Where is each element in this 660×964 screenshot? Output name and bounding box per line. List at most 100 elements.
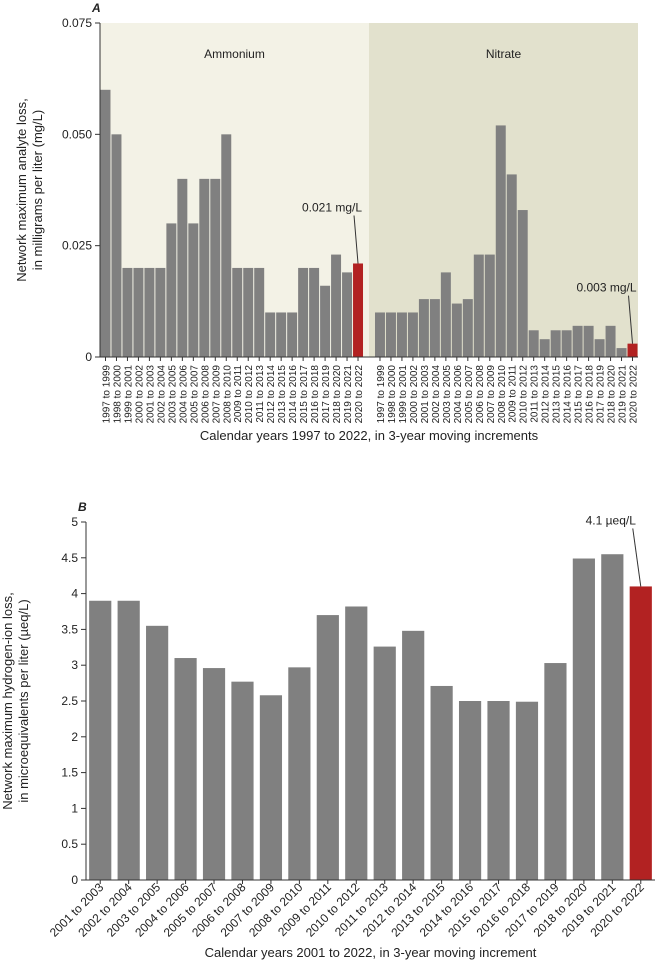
- bar: [572, 325, 583, 357]
- y-tick-label: 1: [71, 801, 78, 815]
- bar: [601, 554, 624, 880]
- bar: [402, 630, 425, 880]
- x-tick-label: 2009 to 2011: [233, 365, 244, 423]
- annotation: 4.1 µeq/L: [586, 513, 637, 527]
- x-tick-label: 2010 to 2012: [244, 365, 255, 424]
- bar: [316, 615, 339, 880]
- x-tick-label: 2018 to 2020: [607, 365, 618, 424]
- x-tick-label: 2019 to 2021: [618, 365, 629, 424]
- bar: [561, 330, 572, 357]
- bar: [144, 267, 155, 357]
- bar: [544, 663, 567, 880]
- bar: [487, 701, 510, 880]
- bar: [243, 267, 254, 357]
- bar: [462, 299, 473, 357]
- bar: [374, 312, 385, 357]
- y-tick-label: 0: [71, 873, 78, 887]
- bar: [373, 646, 396, 880]
- x-tick-label: 2015 to 2017: [574, 365, 585, 424]
- y-tick-label: 3: [71, 658, 78, 672]
- x-tick-label: 2008 to 2010: [497, 365, 508, 424]
- x-tick-label: 2005 to 2007: [464, 365, 475, 424]
- bar: [202, 668, 226, 880]
- bar: [396, 312, 407, 357]
- bar: [232, 267, 243, 357]
- annotation-leader: [632, 528, 642, 587]
- x-tick-label: 2001 to 2003: [145, 365, 156, 424]
- x-tick-label: 1999 to 2001: [398, 365, 409, 424]
- y-tick-label: 0.050: [62, 127, 92, 141]
- bar: [528, 330, 539, 357]
- bar: [221, 134, 232, 357]
- bar: [117, 600, 140, 880]
- y-tick-label: 3.5: [61, 622, 78, 636]
- bar: [539, 339, 550, 357]
- bar: [174, 658, 197, 880]
- y-axis-title: in milligrams per liter (mg/L): [30, 110, 45, 270]
- bar: [629, 586, 652, 880]
- x-tick-label: 2013 to 2015: [552, 365, 563, 424]
- bar: [506, 174, 517, 357]
- annotation-leader: [628, 295, 634, 344]
- bar: [100, 89, 111, 358]
- x-tick-label: 1998 to 2000: [387, 365, 398, 424]
- y-tick-label: 0: [85, 350, 92, 364]
- bar: [342, 272, 353, 357]
- bar: [122, 267, 133, 357]
- bar: [254, 267, 265, 357]
- x-tick-label: 2000 to 2002: [134, 365, 145, 424]
- bar: [133, 267, 144, 357]
- x-tick-label: 2013 to 2015: [277, 365, 288, 424]
- x-tick-label: 2004 to 2006: [453, 365, 464, 424]
- x-tick-label: 2002 to 2004: [431, 365, 442, 424]
- y-axis-title: Network maximum hydrogen-ion loss,: [0, 592, 15, 809]
- x-tick-label: 2010 to 2012: [519, 365, 530, 424]
- y-axis-title: Network maximum analyte loss,: [14, 98, 29, 282]
- x-tick-label: 2002 to 2004: [156, 365, 167, 424]
- bar: [276, 312, 287, 357]
- y-axis-title: in microequivalents per liter (µeq/L): [16, 599, 31, 802]
- y-tick-label: 0.5: [61, 837, 78, 851]
- bar: [517, 210, 528, 357]
- bar: [320, 285, 331, 357]
- y-tick-label: 2: [71, 730, 78, 744]
- bar: [111, 134, 122, 357]
- bar: [430, 685, 453, 880]
- bar: [616, 348, 627, 357]
- bar: [166, 223, 177, 357]
- x-axis-title: Calendar years 2001 to 2022, in 3-year m…: [205, 945, 537, 960]
- bar: [495, 125, 506, 357]
- x-tick-label: 2019 to 2021: [343, 365, 354, 424]
- x-tick-label: 2017 to 2019: [596, 365, 607, 424]
- x-tick-label: 2006 to 2008: [200, 365, 211, 424]
- bar: [265, 312, 276, 357]
- x-tick-label: 2020 to 2022: [629, 365, 640, 424]
- bar: [550, 330, 561, 357]
- x-tick-label: 2016 to 2018: [585, 365, 596, 424]
- bar: [418, 299, 429, 357]
- x-tick-label: 2007 to 2009: [486, 365, 497, 424]
- x-tick-label: 2020 to 2022: [354, 365, 365, 424]
- x-tick-label: 2008 to 2010: [222, 365, 233, 424]
- x-tick-label: 2012 to 2014: [266, 365, 277, 424]
- x-tick-label: 2004 to 2006: [178, 365, 189, 424]
- bar: [594, 339, 605, 357]
- bar: [407, 312, 418, 357]
- bar: [458, 701, 482, 880]
- panel-label: A: [91, 1, 101, 15]
- bar: [473, 254, 484, 357]
- y-tick-label: 5: [71, 515, 78, 529]
- bar: [515, 701, 539, 880]
- bar: [353, 263, 364, 357]
- x-tick-label: 2009 to 2011: [508, 365, 519, 423]
- bar: [287, 312, 298, 357]
- x-tick-label: 2011 to 2013: [530, 365, 541, 423]
- bar: [146, 625, 169, 880]
- bar: [298, 267, 309, 357]
- bar: [484, 254, 495, 357]
- bar: [451, 303, 462, 357]
- x-tick-label: 1998 to 2000: [112, 365, 123, 424]
- bar: [177, 178, 188, 357]
- x-tick-label: 2014 to 2016: [563, 365, 574, 424]
